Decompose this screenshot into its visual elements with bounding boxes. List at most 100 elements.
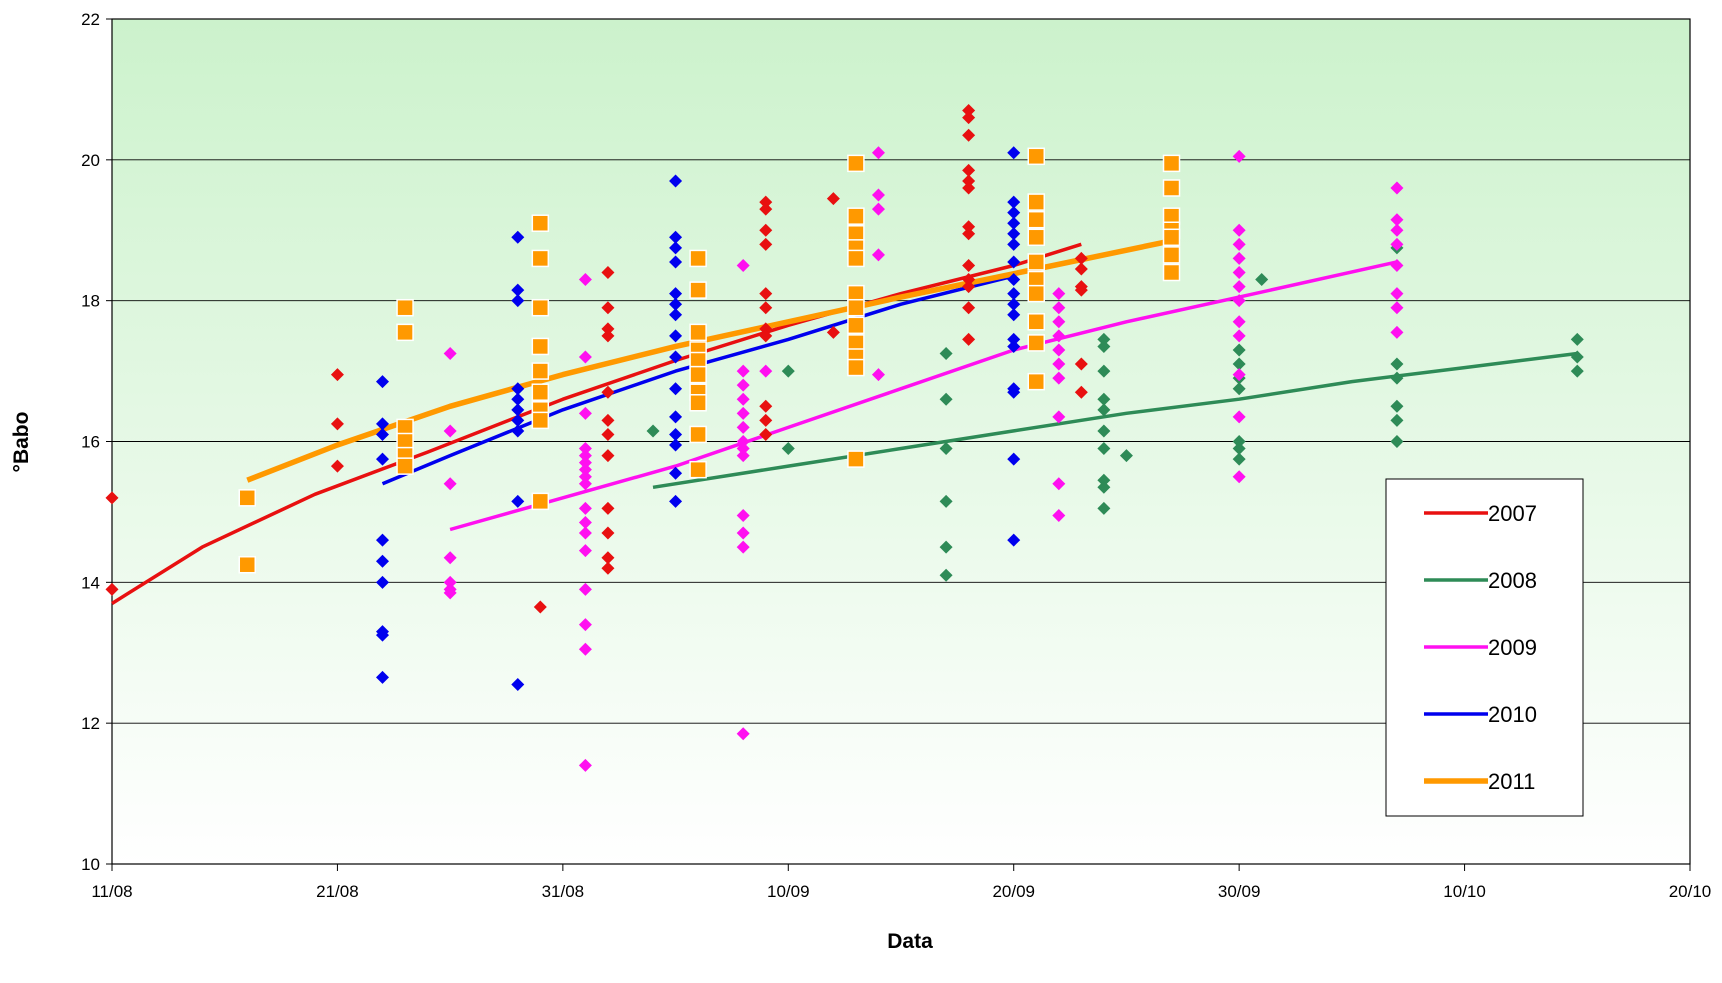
data-point-2011 xyxy=(531,249,550,268)
data-point-2011 xyxy=(847,249,865,268)
data-point-2009 xyxy=(1232,280,1246,294)
data-point-2007 xyxy=(601,526,615,540)
x-tick-label: 10/10 xyxy=(1443,882,1486,901)
data-point-2010 xyxy=(376,417,390,431)
data-point-2011 xyxy=(531,214,550,232)
data-point-2011 xyxy=(689,281,707,299)
data-point-2008 xyxy=(646,424,660,438)
data-point-2008 xyxy=(1232,382,1246,396)
data-point-2008 xyxy=(1097,424,1111,438)
data-point-2011 xyxy=(1027,193,1046,211)
data-point-2007 xyxy=(759,413,773,427)
data-point-2010 xyxy=(376,427,390,441)
data-point-2007 xyxy=(962,128,976,142)
data-point-2007 xyxy=(962,163,976,177)
y-axis-title: °Babo xyxy=(10,412,33,473)
data-point-2009 xyxy=(736,540,750,554)
data-point-2007 xyxy=(962,332,976,346)
y-tick-label: 20 xyxy=(81,151,100,170)
data-point-2010 xyxy=(511,403,525,417)
data-point-2011 xyxy=(1027,147,1046,166)
data-point-2009 xyxy=(736,406,750,420)
data-point-2010 xyxy=(511,424,525,438)
data-point-2010 xyxy=(376,670,390,684)
data-point-2007 xyxy=(330,368,344,382)
data-point-2011 xyxy=(1027,313,1046,331)
data-point-2009 xyxy=(1052,508,1066,522)
data-point-2009 xyxy=(578,618,592,632)
data-point-2007 xyxy=(962,258,976,272)
data-point-2007 xyxy=(1074,283,1088,297)
data-point-2011 xyxy=(847,316,865,335)
data-point-2008 xyxy=(1255,273,1269,287)
data-point-2011 xyxy=(1027,284,1046,303)
data-point-2010 xyxy=(1007,195,1021,209)
data-point-2007 xyxy=(1074,385,1088,399)
data-point-2011 xyxy=(689,365,707,384)
data-point-2008 xyxy=(1232,442,1246,456)
data-point-2007 xyxy=(601,551,615,565)
data-point-2009 xyxy=(736,508,750,522)
data-point-2007 xyxy=(962,181,976,195)
data-point-2010 xyxy=(669,241,683,255)
data-point-2011 xyxy=(1027,253,1046,271)
data-point-2009 xyxy=(443,551,457,565)
data-point-2009 xyxy=(1390,258,1404,272)
data-point-2008 xyxy=(1390,357,1404,371)
legend-label-2008: 2008 xyxy=(1488,568,1537,593)
data-point-2011 xyxy=(531,411,550,430)
y-tick-label: 16 xyxy=(81,433,100,452)
data-point-2009 xyxy=(1052,287,1066,301)
data-point-2011 xyxy=(689,394,707,412)
data-point-2008 xyxy=(1097,392,1111,406)
data-point-2008 xyxy=(939,392,953,406)
data-point-2011 xyxy=(1162,246,1181,264)
data-point-2009 xyxy=(1390,181,1404,195)
data-point-2007 xyxy=(759,427,773,441)
data-point-2010 xyxy=(376,628,390,642)
x-axis-ticks: 11/08 21/08 31/08 10/09 20/09 30/09 10/10 20/10 xyxy=(91,864,1711,901)
data-point-2007 xyxy=(533,600,547,614)
data-point-2010 xyxy=(376,375,390,389)
data-point-2011 xyxy=(396,457,414,475)
data-point-2010 xyxy=(511,283,525,297)
x-tick-label: 10/09 xyxy=(767,882,810,901)
data-point-2009 xyxy=(1390,287,1404,301)
data-point-2009 xyxy=(443,575,457,589)
data-point-2007 xyxy=(759,399,773,413)
data-point-2009 xyxy=(578,544,592,558)
data-point-2010 xyxy=(669,350,683,364)
data-point-2010 xyxy=(1007,146,1021,160)
x-tick-label: 20/09 xyxy=(992,882,1035,901)
data-point-2010 xyxy=(1007,308,1021,322)
data-point-2009 xyxy=(578,406,592,420)
data-point-2007 xyxy=(601,329,615,343)
data-point-2010 xyxy=(669,255,683,269)
data-point-2007 xyxy=(1074,251,1088,265)
data-point-2010 xyxy=(669,494,683,508)
x-axis-title: Data xyxy=(887,930,933,953)
trend-line-2007 xyxy=(111,242,1082,605)
data-point-2011 xyxy=(396,298,414,317)
data-point-2011 xyxy=(531,362,550,380)
data-point-2008 xyxy=(939,540,953,554)
data-point-2009 xyxy=(1052,410,1066,424)
data-point-2010 xyxy=(669,466,683,480)
data-point-2010 xyxy=(376,575,390,589)
data-point-2009 xyxy=(578,515,592,529)
data-point-2010 xyxy=(511,392,525,406)
data-point-2009 xyxy=(578,642,592,656)
data-point-2009 xyxy=(1232,470,1246,484)
data-points xyxy=(105,104,1584,772)
data-point-2007 xyxy=(601,385,615,399)
data-point-2010 xyxy=(511,294,525,308)
data-point-2008 xyxy=(1097,501,1111,515)
data-point-2007 xyxy=(759,202,773,216)
data-point-2010 xyxy=(511,382,525,396)
data-point-2011 xyxy=(847,450,865,468)
data-point-2007 xyxy=(601,561,615,575)
data-point-2009 xyxy=(578,470,592,484)
data-point-2007 xyxy=(962,280,976,294)
data-point-2009 xyxy=(1232,149,1246,163)
data-point-2010 xyxy=(669,230,683,244)
